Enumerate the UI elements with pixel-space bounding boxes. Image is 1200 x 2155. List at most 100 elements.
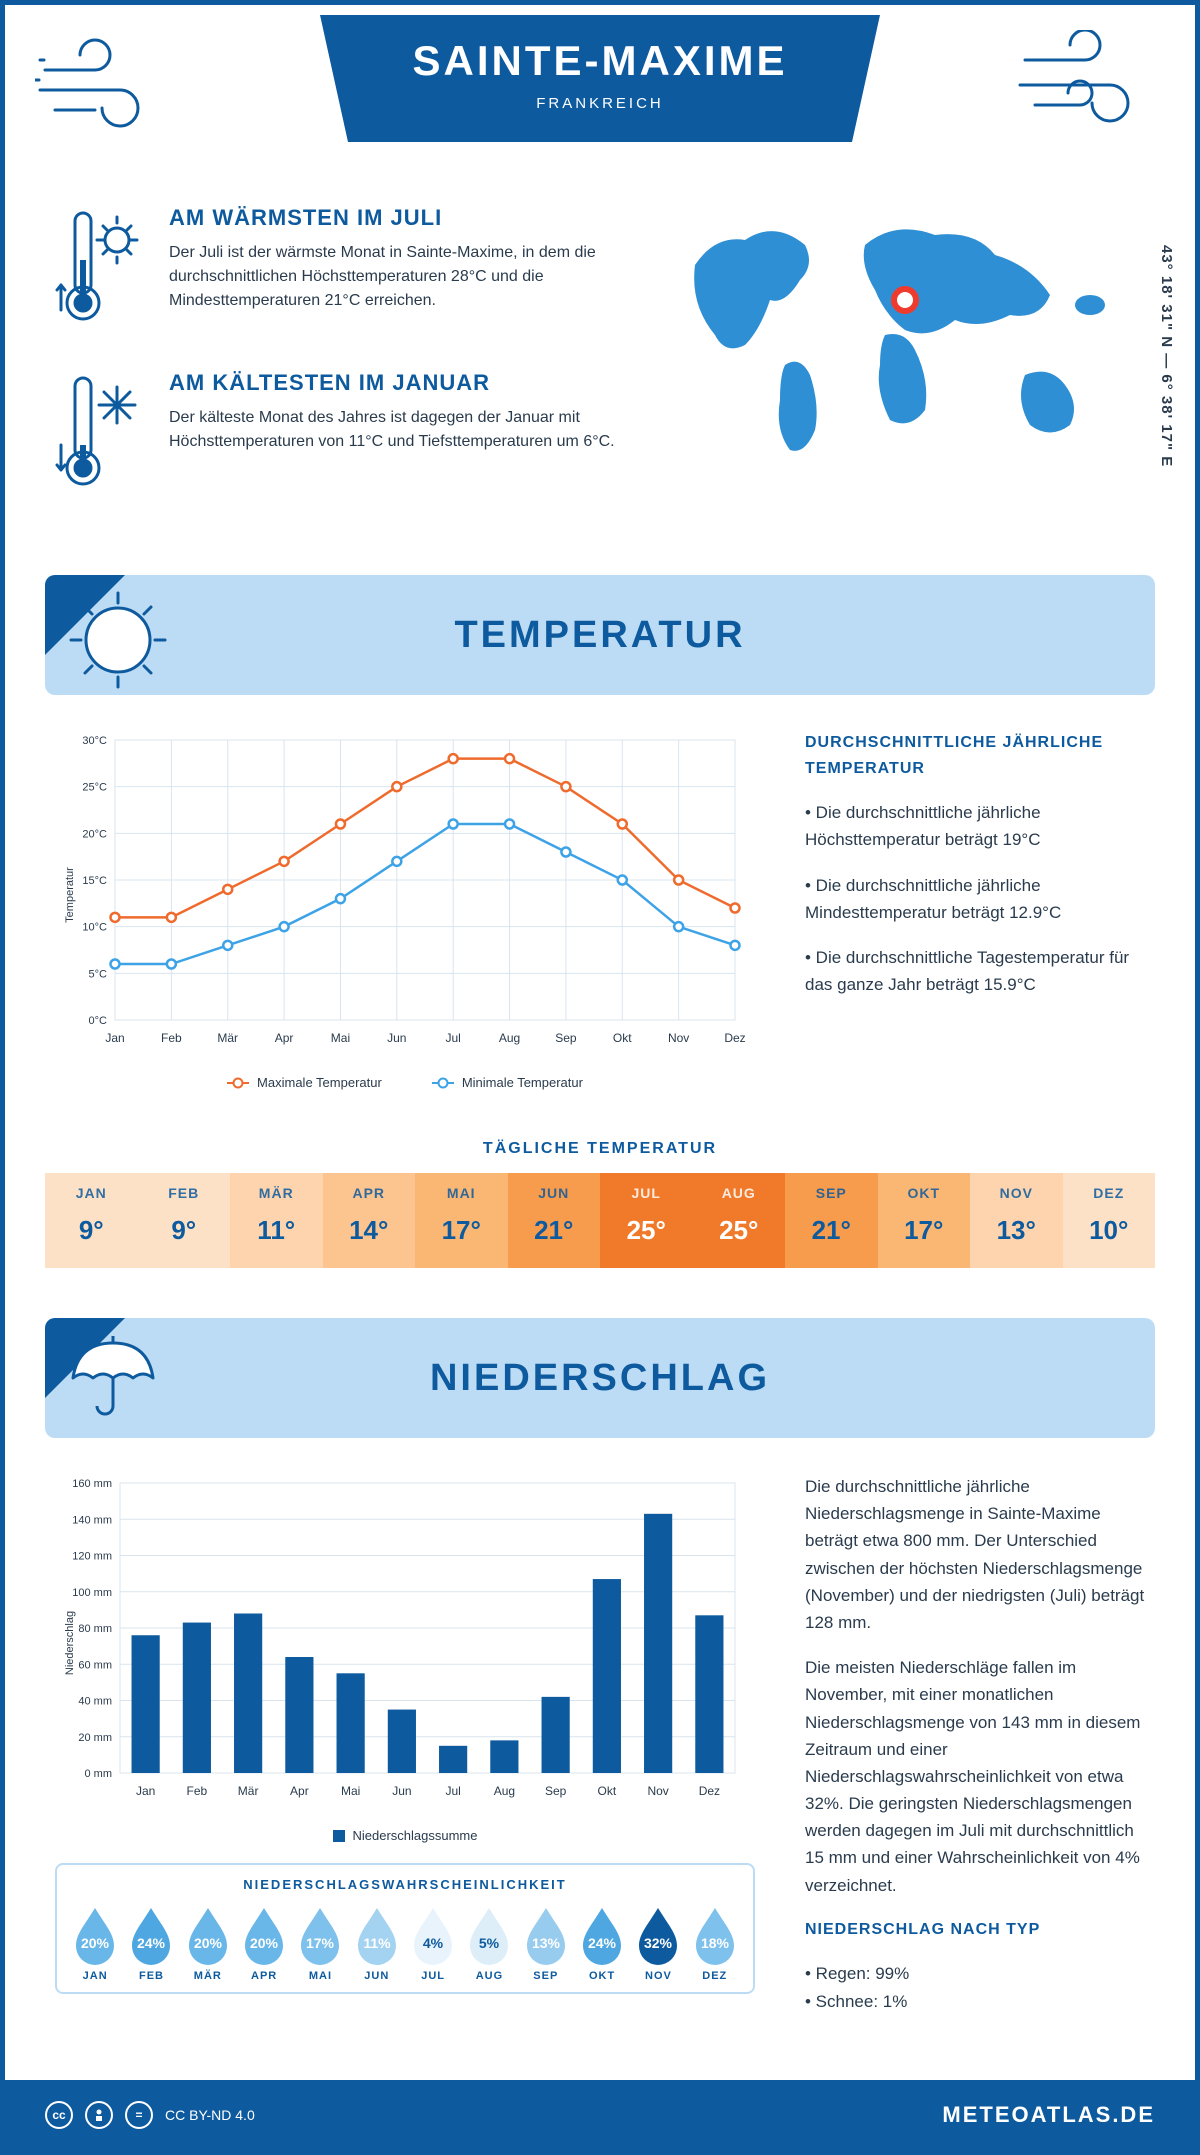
temp-legend: Maximale Temperatur Minimale Temperatur bbox=[55, 1075, 755, 1090]
svg-text:Mai: Mai bbox=[331, 1031, 350, 1045]
legend-min: Minimale Temperatur bbox=[462, 1075, 583, 1090]
svg-text:Aug: Aug bbox=[499, 1031, 520, 1045]
precip-sidebar: Die durchschnittliche jährliche Niedersc… bbox=[805, 1473, 1145, 2015]
svg-text:Nov: Nov bbox=[668, 1031, 689, 1045]
daily-temp-cell: DEZ10° bbox=[1063, 1173, 1156, 1268]
coldest-text: Der kälteste Monat des Jahres ist dagege… bbox=[169, 406, 625, 454]
wind-icon bbox=[1015, 30, 1165, 140]
nd-icon: = bbox=[125, 2101, 153, 2129]
svg-text:Niederschlag: Niederschlag bbox=[64, 1611, 76, 1675]
svg-text:Temperatur: Temperatur bbox=[64, 867, 76, 923]
title-banner: SAINTE-MAXIME FRANKREICH bbox=[320, 15, 880, 142]
daily-temp-cell: JAN9° bbox=[45, 1173, 138, 1268]
svg-text:Jan: Jan bbox=[136, 1784, 155, 1798]
svg-text:160 mm: 160 mm bbox=[72, 1478, 112, 1490]
svg-text:Jul: Jul bbox=[446, 1031, 461, 1045]
wind-icon bbox=[35, 30, 185, 140]
precip-prob-title: NIEDERSCHLAGSWAHRSCHEINLICHKEIT bbox=[67, 1877, 743, 1892]
temp-bullet: • Die durchschnittliche jährliche Mindes… bbox=[805, 872, 1145, 926]
temp-sidebar-title: DURCHSCHNITTLICHE JÄHRLICHE TEMPERATUR bbox=[805, 730, 1145, 781]
svg-text:20%: 20% bbox=[194, 1935, 223, 1951]
page-subtitle: FRANKREICH bbox=[330, 95, 870, 112]
intro-section: AM WÄRMSTEN IM JULI Der Juli ist der wär… bbox=[5, 185, 1195, 575]
svg-text:15°C: 15°C bbox=[82, 875, 107, 887]
svg-text:Mai: Mai bbox=[341, 1784, 360, 1798]
precip-chart: 0 mm20 mm40 mm60 mm80 mm100 mm120 mm140 … bbox=[55, 1473, 755, 1994]
umbrella-icon bbox=[63, 1328, 163, 1428]
svg-text:60 mm: 60 mm bbox=[78, 1659, 112, 1671]
svg-text:5%: 5% bbox=[479, 1935, 500, 1951]
svg-text:17%: 17% bbox=[306, 1935, 335, 1951]
precip-prob-drop: 11% JUN bbox=[349, 1904, 405, 1982]
daily-temp-strip: JAN9°FEB9°MÄR11°APR14°MAI17°JUN21°JUL25°… bbox=[45, 1173, 1155, 1268]
svg-text:20°C: 20°C bbox=[82, 828, 107, 840]
svg-text:20%: 20% bbox=[81, 1935, 110, 1951]
svg-text:Mär: Mär bbox=[217, 1031, 238, 1045]
svg-text:Dez: Dez bbox=[699, 1784, 720, 1798]
precip-para-2: Die meisten Niederschläge fallen im Nove… bbox=[805, 1654, 1145, 1899]
svg-text:Okt: Okt bbox=[598, 1784, 617, 1798]
temp-bullet: • Die durchschnittliche jährliche Höchst… bbox=[805, 799, 1145, 853]
precip-prob-drop: 20% MÄR bbox=[180, 1904, 236, 1982]
svg-text:18%: 18% bbox=[701, 1935, 730, 1951]
daily-temp-cell: MAI17° bbox=[415, 1173, 508, 1268]
by-icon bbox=[85, 2101, 113, 2129]
svg-text:25°C: 25°C bbox=[82, 782, 107, 794]
world-map: 43° 18' 31" N — 6° 38' 17" E bbox=[665, 205, 1145, 535]
legend-max: Maximale Temperatur bbox=[257, 1075, 382, 1090]
temp-section-title: TEMPERATUR bbox=[454, 614, 745, 657]
precip-para-1: Die durchschnittliche jährliche Niedersc… bbox=[805, 1473, 1145, 1636]
temp-chart: 0°C5°C10°C15°C20°C25°C30°CJanFebMärAprMa… bbox=[55, 730, 755, 1090]
svg-text:Sep: Sep bbox=[545, 1784, 567, 1798]
daily-temp-cell: OKT17° bbox=[878, 1173, 971, 1268]
temp-banner: TEMPERATUR bbox=[45, 575, 1155, 695]
thermometer-hot-icon bbox=[55, 205, 145, 335]
daily-temp-cell: JUN21° bbox=[508, 1173, 601, 1268]
svg-text:5°C: 5°C bbox=[89, 968, 108, 980]
svg-text:4%: 4% bbox=[423, 1935, 444, 1951]
brand-text: METEOATLAS.DE bbox=[942, 2102, 1155, 2128]
daily-temp-title: TÄGLICHE TEMPERATUR bbox=[5, 1140, 1195, 1158]
svg-text:0 mm: 0 mm bbox=[85, 1768, 113, 1780]
sun-icon bbox=[63, 585, 173, 695]
svg-text:Apr: Apr bbox=[290, 1784, 309, 1798]
precip-legend: Niederschlagssumme bbox=[55, 1828, 755, 1843]
svg-text:32%: 32% bbox=[644, 1935, 673, 1951]
precip-prob-drop: 24% FEB bbox=[123, 1904, 179, 1982]
svg-text:Jun: Jun bbox=[387, 1031, 406, 1045]
legend-precip-sum: Niederschlagssumme bbox=[353, 1828, 478, 1843]
coldest-title: AM KÄLTESTEN IM JANUAR bbox=[169, 370, 625, 396]
precip-prob-drop: 5% AUG bbox=[461, 1904, 517, 1982]
svg-text:24%: 24% bbox=[137, 1935, 166, 1951]
license-text: CC BY-ND 4.0 bbox=[165, 2107, 255, 2123]
svg-text:Aug: Aug bbox=[494, 1784, 515, 1798]
precip-prob-drop: 13% SEP bbox=[518, 1904, 574, 1982]
thermometer-cold-icon bbox=[55, 370, 145, 500]
warmest-block: AM WÄRMSTEN IM JULI Der Juli ist der wär… bbox=[55, 205, 625, 340]
precip-chart-row: 0 mm20 mm40 mm60 mm80 mm100 mm120 mm140 … bbox=[5, 1438, 1195, 2050]
precip-prob-drop: 24% OKT bbox=[574, 1904, 630, 1982]
temp-chart-row: 0°C5°C10°C15°C20°C25°C30°CJanFebMärAprMa… bbox=[5, 695, 1195, 1125]
page-title: SAINTE-MAXIME bbox=[330, 37, 870, 85]
coordinates: 43° 18' 31" N — 6° 38' 17" E bbox=[1158, 245, 1175, 467]
precip-type-item: • Schnee: 1% bbox=[805, 1988, 1145, 2015]
svg-text:Apr: Apr bbox=[275, 1031, 294, 1045]
daily-temp-cell: APR14° bbox=[323, 1173, 416, 1268]
svg-text:Sep: Sep bbox=[555, 1031, 577, 1045]
header: SAINTE-MAXIME FRANKREICH bbox=[5, 5, 1195, 185]
svg-text:Jan: Jan bbox=[105, 1031, 124, 1045]
svg-text:140 mm: 140 mm bbox=[72, 1514, 112, 1526]
precip-prob-drop: 18% DEZ bbox=[687, 1904, 743, 1982]
cc-icon: cc bbox=[45, 2101, 73, 2129]
svg-text:Nov: Nov bbox=[647, 1784, 668, 1798]
svg-text:Dez: Dez bbox=[724, 1031, 745, 1045]
precip-prob-drop: 4% JUL bbox=[405, 1904, 461, 1982]
coldest-block: AM KÄLTESTEN IM JANUAR Der kälteste Mona… bbox=[55, 370, 625, 505]
svg-text:Jun: Jun bbox=[392, 1784, 411, 1798]
svg-text:0°C: 0°C bbox=[89, 1015, 108, 1027]
precip-banner: NIEDERSCHLAG bbox=[45, 1318, 1155, 1438]
svg-text:80 mm: 80 mm bbox=[78, 1623, 112, 1635]
svg-text:30°C: 30°C bbox=[82, 735, 107, 747]
svg-text:Jul: Jul bbox=[445, 1784, 460, 1798]
svg-text:40 mm: 40 mm bbox=[78, 1696, 112, 1708]
